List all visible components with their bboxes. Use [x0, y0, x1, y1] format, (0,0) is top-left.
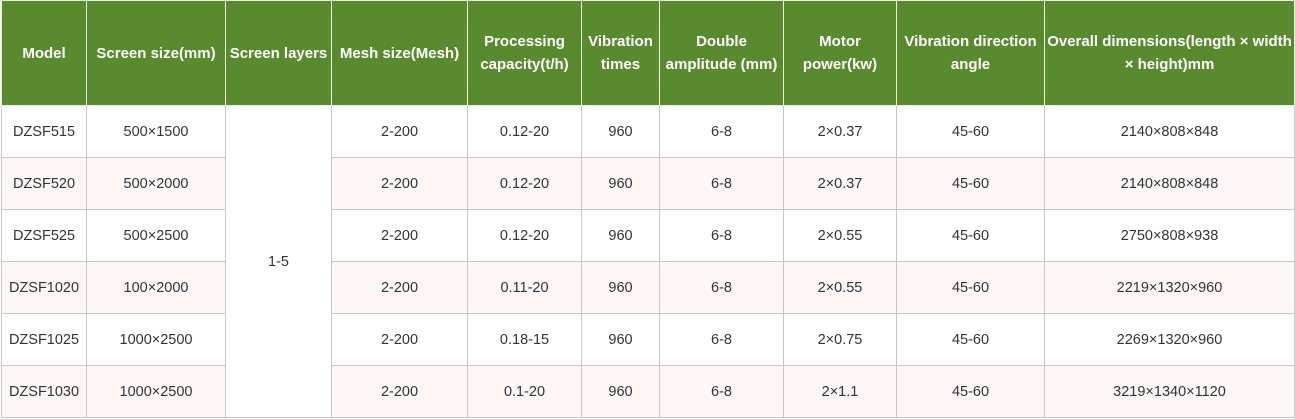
cell-vibration-angle: 45-60 — [896, 157, 1045, 210]
cell-mesh-size: 2-200 — [331, 261, 468, 314]
cell-double-amplitude: 6-8 — [659, 209, 784, 262]
cell-processing-capacity: 0.12-20 — [467, 209, 582, 262]
cell-model: DZSF1030 — [1, 365, 87, 418]
header-double-amplitude: Double amplitude (mm) — [659, 0, 784, 106]
header-vibration-times: Vibration times — [581, 0, 660, 106]
cell-model: DZSF1020 — [1, 261, 87, 314]
cell-vibration-angle: 45-60 — [896, 209, 1045, 262]
cell-processing-capacity: 0.12-20 — [467, 105, 582, 158]
cell-vibration-times: 960 — [581, 365, 660, 418]
cell-model: DZSF520 — [1, 157, 87, 210]
cell-vibration-angle: 45-60 — [896, 313, 1045, 366]
cell-screen-size: 100×2000 — [86, 261, 226, 314]
cell-screen-size: 500×1500 — [86, 105, 226, 158]
cell-double-amplitude: 6-8 — [659, 313, 784, 366]
cell-vibration-times: 960 — [581, 105, 660, 158]
cell-vibration-times: 960 — [581, 261, 660, 314]
cell-vibration-times: 960 — [581, 209, 660, 262]
cell-double-amplitude: 6-8 — [659, 105, 784, 158]
cell-overall-dimensions: 2750×808×938 — [1044, 209, 1295, 262]
table-row: DZSF525 500×2500 2-200 0.12-20 960 6-8 2… — [1, 209, 1295, 262]
cell-motor-power: 2×0.55 — [783, 209, 897, 262]
cell-model: DZSF1025 — [1, 313, 87, 366]
cell-vibration-angle: 45-60 — [896, 365, 1045, 418]
cell-screen-size: 1000×2500 — [86, 365, 226, 418]
header-screen-layers: Screen layers — [225, 0, 332, 106]
cell-double-amplitude: 6-8 — [659, 261, 784, 314]
cell-screen-size: 500×2500 — [86, 209, 226, 262]
header-overall-dimensions: Overall dimensions(length × width × heig… — [1044, 0, 1295, 106]
cell-processing-capacity: 0.12-20 — [467, 157, 582, 210]
cell-double-amplitude: 6-8 — [659, 157, 784, 210]
table-row: DZSF520 500×2000 2-200 0.12-20 960 6-8 2… — [1, 157, 1295, 210]
cell-overall-dimensions: 2269×1320×960 — [1044, 313, 1295, 366]
table-row: DZSF1025 1000×2500 2-200 0.18-15 960 6-8… — [1, 313, 1295, 366]
header-vibration-angle: Vibration direction angle — [896, 0, 1045, 106]
table-row: DZSF1030 1000×2500 2-200 0.1-20 960 6-8 … — [1, 365, 1295, 418]
cell-motor-power: 2×0.55 — [783, 261, 897, 314]
cell-motor-power: 2×0.37 — [783, 105, 897, 158]
header-processing-capacity: Processing capacity(t/h) — [467, 0, 582, 106]
cell-motor-power: 2×0.37 — [783, 157, 897, 210]
cell-processing-capacity: 0.18-15 — [467, 313, 582, 366]
header-row: Model Screen size(mm) Screen layers Mesh… — [1, 0, 1295, 106]
cell-motor-power: 2×0.75 — [783, 313, 897, 366]
cell-processing-capacity: 0.11-20 — [467, 261, 582, 314]
cell-mesh-size: 2-200 — [331, 105, 468, 158]
table-row: DZSF515 500×1500 1-5 2-200 0.12-20 960 6… — [1, 105, 1295, 418]
cell-model: DZSF515 — [1, 105, 87, 158]
table-row: DZSF1020 100×2000 2-200 0.11-20 960 6-8 … — [1, 261, 1295, 314]
cell-screen-size: 1000×2500 — [86, 313, 226, 366]
header-motor-power: Motor power(kw) — [783, 0, 897, 106]
header-model: Model — [1, 0, 87, 106]
cell-vibration-times: 960 — [581, 157, 660, 210]
header-mesh-size: Mesh size(Mesh) — [331, 0, 468, 106]
cell-vibration-angle: 45-60 — [896, 261, 1045, 314]
cell-processing-capacity: 0.1-20 — [467, 365, 582, 418]
cell-vibration-angle: 45-60 — [896, 105, 1045, 158]
cell-overall-dimensions: 2219×1320×960 — [1044, 261, 1295, 314]
header-screen-size: Screen size(mm) — [86, 0, 226, 106]
cell-model: DZSF525 — [1, 209, 87, 262]
cell-overall-dimensions: 3219×1340×1120 — [1044, 365, 1295, 418]
cell-mesh-size: 2-200 — [331, 157, 468, 210]
cell-motor-power: 2×1.1 — [783, 365, 897, 418]
cell-vibration-times: 960 — [581, 313, 660, 366]
cell-overall-dimensions: 2140×808×848 — [1044, 105, 1295, 158]
cell-screen-layers: 1-5 — [225, 105, 332, 418]
cell-screen-size: 500×2000 — [86, 157, 226, 210]
cell-mesh-size: 2-200 — [331, 365, 468, 418]
cell-double-amplitude: 6-8 — [659, 365, 784, 418]
cell-overall-dimensions: 2140×808×848 — [1044, 157, 1295, 210]
cell-mesh-size: 2-200 — [331, 209, 468, 262]
cell-mesh-size: 2-200 — [331, 313, 468, 366]
